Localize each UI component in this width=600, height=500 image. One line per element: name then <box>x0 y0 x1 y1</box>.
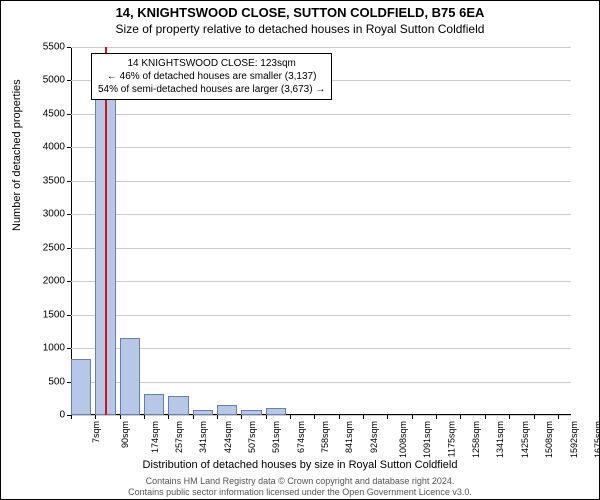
ytick-label: 2500 <box>15 242 65 253</box>
xtick-mark <box>144 415 145 419</box>
histogram-bar <box>168 396 188 415</box>
footer-line1: Contains HM Land Registry data © Crown c… <box>1 476 599 486</box>
xtick-label: 90sqm <box>120 421 130 448</box>
xtick-label: 1508sqm <box>544 421 554 458</box>
xtick-label: 1175sqm <box>446 421 456 457</box>
gridline <box>71 415 571 416</box>
xtick-label: 758sqm <box>320 421 330 453</box>
xtick-mark <box>71 415 72 419</box>
gridline <box>71 248 571 249</box>
ytick-label: 4000 <box>15 142 65 153</box>
xtick-label: 591sqm <box>271 421 281 453</box>
page-title-line2: Size of property relative to detached ho… <box>1 20 599 36</box>
x-axis-label: Distribution of detached houses by size … <box>1 459 599 471</box>
ytick-mark <box>67 315 71 316</box>
histogram-bar <box>144 394 164 415</box>
xtick-mark <box>436 415 437 419</box>
xtick-label: 1258sqm <box>471 421 481 458</box>
ytick-mark <box>67 147 71 148</box>
histogram-bar <box>120 338 140 415</box>
ytick-label: 4500 <box>15 108 65 119</box>
ytick-label: 5000 <box>15 75 65 86</box>
gridline <box>71 181 571 182</box>
xtick-label: 1592sqm <box>569 421 579 458</box>
annotation-line2: ← 46% of detached houses are smaller (3,… <box>98 70 325 83</box>
ytick-mark <box>67 214 71 215</box>
ytick-mark <box>67 181 71 182</box>
xtick-mark <box>558 415 559 419</box>
histogram-bar <box>266 408 286 415</box>
xtick-mark <box>266 415 267 419</box>
xtick-mark <box>95 415 96 419</box>
gridline <box>71 114 571 115</box>
xtick-label: 1091sqm <box>422 421 432 458</box>
gridline <box>71 214 571 215</box>
gridline <box>71 147 571 148</box>
xtick-mark <box>193 415 194 419</box>
histogram-bar <box>193 410 213 415</box>
xtick-mark <box>241 415 242 419</box>
footer-line2: Contains public sector information licen… <box>1 487 599 497</box>
ytick-label: 2000 <box>15 276 65 287</box>
ytick-label: 500 <box>15 376 65 387</box>
xtick-label: 841sqm <box>344 421 354 453</box>
marker-line <box>105 47 107 415</box>
xtick-label: 7sqm <box>91 421 101 443</box>
xtick-mark <box>363 415 364 419</box>
ytick-label: 3000 <box>15 209 65 220</box>
xtick-mark <box>509 415 510 419</box>
xtick-label: 674sqm <box>296 421 306 453</box>
annotation-line1: 14 KNIGHTSWOOD CLOSE: 123sqm <box>98 57 325 70</box>
xtick-label: 424sqm <box>223 421 233 453</box>
ytick-mark <box>67 114 71 115</box>
plot-region: 0500100015002000250030003500400045005000… <box>71 47 571 415</box>
xtick-label: 1675sqm <box>593 421 600 458</box>
xtick-label: 257sqm <box>174 421 184 453</box>
xtick-mark <box>485 415 486 419</box>
xtick-mark <box>387 415 388 419</box>
xtick-mark <box>290 415 291 419</box>
ytick-mark <box>67 248 71 249</box>
chart-area: 0500100015002000250030003500400045005000… <box>71 47 571 415</box>
histogram-bar <box>217 405 237 415</box>
gridline <box>71 47 571 48</box>
ytick-label: 1000 <box>15 343 65 354</box>
ytick-mark <box>67 80 71 81</box>
gridline <box>71 315 571 316</box>
xtick-mark <box>339 415 340 419</box>
xtick-label: 1425sqm <box>520 421 530 458</box>
xtick-label: 924sqm <box>369 421 379 453</box>
ytick-label: 5500 <box>15 42 65 53</box>
xtick-mark <box>314 415 315 419</box>
ytick-label: 3500 <box>15 175 65 186</box>
xtick-mark <box>217 415 218 419</box>
xtick-label: 1008sqm <box>398 421 408 458</box>
annotation-line3: 54% of semi-detached houses are larger (… <box>98 83 325 96</box>
xtick-mark <box>168 415 169 419</box>
xtick-label: 174sqm <box>150 421 160 453</box>
histogram-bar <box>71 359 91 415</box>
ytick-label: 0 <box>15 410 65 421</box>
xtick-mark <box>120 415 121 419</box>
histogram-bar <box>241 410 261 415</box>
xtick-mark <box>412 415 413 419</box>
xtick-label: 1341sqm <box>495 421 505 458</box>
gridline <box>71 382 571 383</box>
xtick-label: 507sqm <box>247 421 257 453</box>
xtick-label: 341sqm <box>199 421 209 453</box>
gridline <box>71 281 571 282</box>
xtick-mark <box>460 415 461 419</box>
ytick-mark <box>67 47 71 48</box>
gridline <box>71 348 571 349</box>
footer: Contains HM Land Registry data © Crown c… <box>1 476 599 497</box>
page-title-line1: 14, KNIGHTSWOOD CLOSE, SUTTON COLDFIELD,… <box>1 1 599 20</box>
ytick-label: 1500 <box>15 309 65 320</box>
ytick-mark <box>67 281 71 282</box>
xtick-mark <box>534 415 535 419</box>
annotation-box: 14 KNIGHTSWOOD CLOSE: 123sqm ← 46% of de… <box>91 53 332 100</box>
ytick-mark <box>67 348 71 349</box>
